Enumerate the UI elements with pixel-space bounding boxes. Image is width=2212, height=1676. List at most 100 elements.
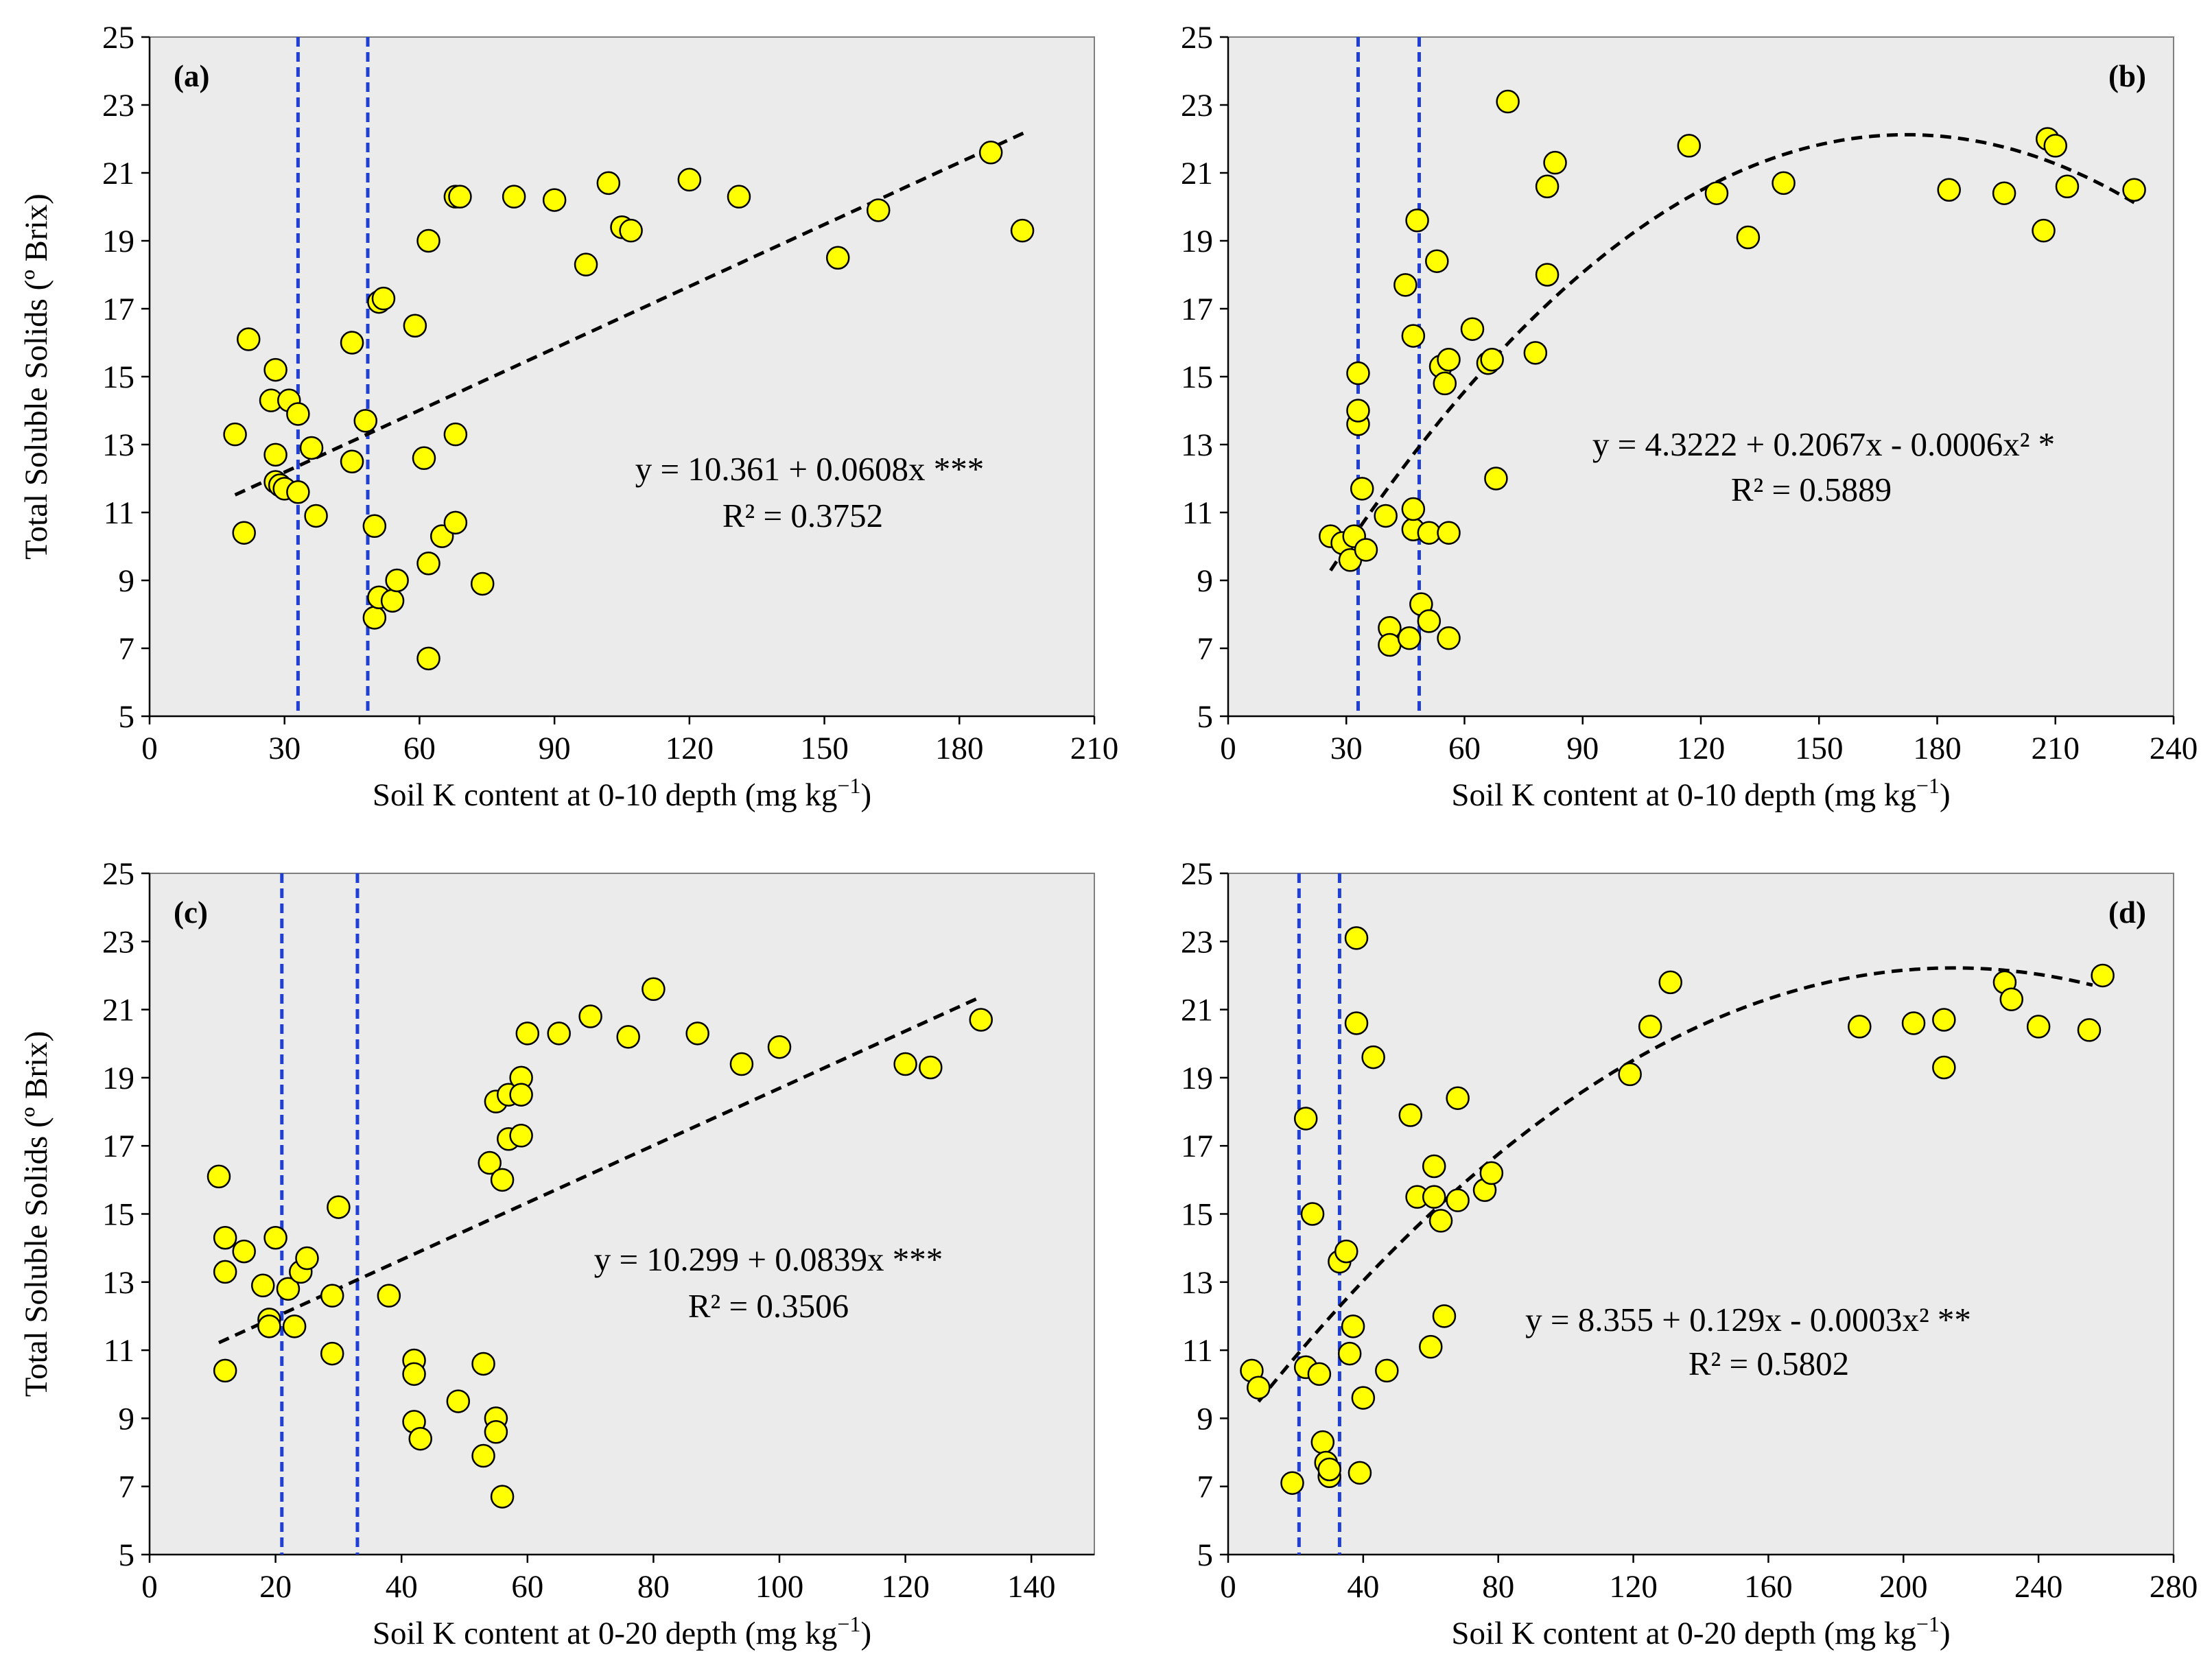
data-point <box>471 1352 495 1376</box>
x-tick-label: 120 <box>666 731 714 766</box>
x-tick-label: 200 <box>1879 1569 1928 1605</box>
x-axis-title: Soil K content at 0-20 depth (mg kg−1) <box>373 1612 871 1651</box>
data-point <box>402 1362 426 1386</box>
data-point <box>1535 174 1560 199</box>
x-tick-label: 30 <box>1330 731 1363 766</box>
data-point <box>825 246 850 270</box>
data-point <box>1932 1055 1956 1080</box>
data-point <box>685 1022 709 1046</box>
trend-line <box>1329 132 2135 571</box>
x-tick-label: 100 <box>755 1569 804 1605</box>
data-point <box>2122 178 2146 202</box>
y-tick-label: 13 <box>102 1265 134 1301</box>
data-point <box>578 1004 602 1028</box>
y-tick-label: 21 <box>102 993 134 1028</box>
data-point <box>574 252 598 276</box>
data-point <box>1432 1304 1457 1328</box>
data-point <box>1704 181 1729 205</box>
trend-line <box>234 130 1028 497</box>
y-tick-label: 11 <box>104 495 134 531</box>
data-point <box>490 1168 515 1192</box>
data-point <box>509 1083 533 1107</box>
y-tick-label: 5 <box>119 699 135 735</box>
y-tick-label: 17 <box>1181 1129 1213 1164</box>
data-point <box>1334 1239 1358 1264</box>
data-point <box>1344 1011 1369 1035</box>
r-squared: R² = 0.5802 <box>1689 1345 1849 1382</box>
data-point <box>1460 317 1485 341</box>
y-tick-label: 13 <box>102 427 134 463</box>
data-point <box>237 327 261 351</box>
x-tick-label: 0 <box>141 731 158 766</box>
data-point <box>250 1273 275 1298</box>
data-point <box>1417 609 1442 633</box>
data-point <box>320 1284 344 1308</box>
data-point <box>1348 1461 1372 1485</box>
y-tick-label: 19 <box>102 224 134 259</box>
y-tick-label: 7 <box>1197 1470 1214 1505</box>
data-point <box>2077 1018 2102 1042</box>
data-point <box>327 1195 351 1219</box>
y-tick-label: 23 <box>102 924 134 960</box>
y-tick-label: 13 <box>1181 427 1213 463</box>
data-point <box>1419 1334 1443 1359</box>
data-point <box>1010 218 1035 243</box>
data-point <box>232 1239 256 1264</box>
y-axis-title: Total Soluble Solids (º Brix) <box>19 193 54 560</box>
data-point <box>207 1164 231 1189</box>
y-tick-label: 19 <box>1181 224 1213 259</box>
data-point <box>416 646 440 671</box>
data-point <box>677 167 702 192</box>
panel-b: 5 7 9 11 13 15 17 19 21 23 25 0 30 60 90 120 150 180 210 24… <box>1181 20 2198 813</box>
x-tick-label: 240 <box>2014 1569 2063 1605</box>
data-point <box>1932 1008 1956 1032</box>
y-tick-label: 7 <box>119 631 135 667</box>
data-point <box>416 552 440 576</box>
data-point <box>1428 1209 1453 1233</box>
plot-area <box>1227 873 2174 1555</box>
x-tick-label: 80 <box>637 1569 670 1605</box>
x-tick-label: 140 <box>1007 1569 1056 1605</box>
y-tick-label: 9 <box>1197 563 1214 599</box>
y-tick-label: 21 <box>102 156 134 191</box>
data-point <box>1446 1086 1470 1110</box>
data-point <box>1772 171 1796 196</box>
data-point <box>448 185 472 209</box>
regression-equation: y = 8.355 + 0.129x - 0.0003x² ** <box>1525 1301 1971 1338</box>
data-point <box>1247 1376 1271 1400</box>
data-point <box>377 1284 401 1308</box>
x-tick-label: 30 <box>268 731 301 766</box>
data-point <box>2055 174 2080 199</box>
data-point <box>919 1055 943 1080</box>
data-point <box>1523 341 1548 365</box>
r-squared: R² = 0.3506 <box>688 1287 849 1325</box>
x-tick-label: 180 <box>935 731 984 766</box>
y-tick-label: 11 <box>104 1333 134 1369</box>
x-tick-label: 180 <box>1913 731 1962 766</box>
x-tick-label: 210 <box>1070 731 1119 766</box>
regression-equation: y = 4.3222 + 0.2067x - 0.0006x² * <box>1592 425 2055 463</box>
data-point <box>362 606 387 630</box>
data-point <box>403 314 427 338</box>
data-point <box>619 218 643 243</box>
x-tick-label: 60 <box>403 731 436 766</box>
x-tick-label: 60 <box>511 1569 543 1605</box>
regression-equation: y = 10.361 + 0.0608x *** <box>635 450 985 488</box>
x-tick-label: 90 <box>539 731 571 766</box>
data-point <box>1480 348 1504 372</box>
y-tick-label: 25 <box>1181 20 1213 56</box>
y-tick-label: 15 <box>102 359 134 395</box>
data-point <box>362 514 387 539</box>
data-point <box>1341 1314 1365 1338</box>
data-point <box>340 449 364 473</box>
x-tick-label: 150 <box>1795 731 1844 766</box>
data-point <box>484 1420 508 1444</box>
data-point <box>1901 1011 1926 1035</box>
data-point <box>1374 504 1398 528</box>
data-point <box>1307 1362 1332 1386</box>
data-point <box>412 446 436 471</box>
x-tick-label: 120 <box>1677 731 1726 766</box>
data-point <box>1361 1045 1385 1070</box>
panel-d: 5 7 9 11 13 15 17 19 21 23 25 0 40 80 120 160 200 240 280 S… <box>1181 856 2198 1651</box>
data-point <box>443 422 468 447</box>
